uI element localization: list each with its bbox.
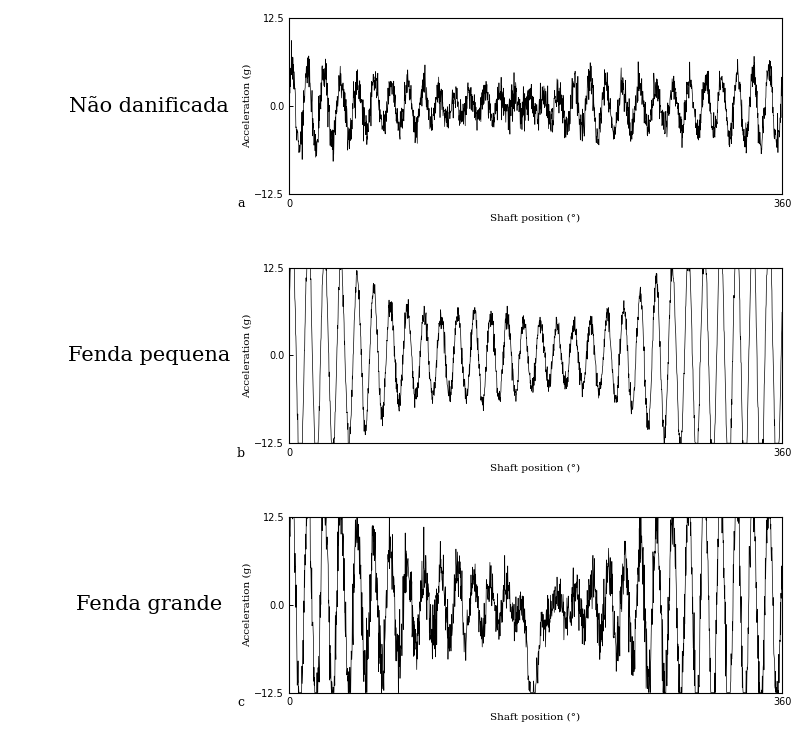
Y-axis label: Acceleration (g): Acceleration (g) (243, 64, 251, 148)
Text: a: a (237, 198, 245, 211)
Text: b: b (236, 447, 245, 460)
Text: Fenda pequena: Fenda pequena (68, 346, 230, 365)
X-axis label: Shaft position (°): Shaft position (°) (491, 713, 581, 722)
Text: Fenda grande: Fenda grande (76, 596, 222, 615)
Text: Não danificada: Não danificada (69, 96, 228, 115)
Y-axis label: Acceleration (g): Acceleration (g) (243, 563, 251, 647)
Y-axis label: Acceleration (g): Acceleration (g) (243, 313, 251, 397)
Text: c: c (238, 696, 245, 709)
X-axis label: Shaft position (°): Shaft position (°) (491, 214, 581, 223)
X-axis label: Shaft position (°): Shaft position (°) (491, 464, 581, 472)
